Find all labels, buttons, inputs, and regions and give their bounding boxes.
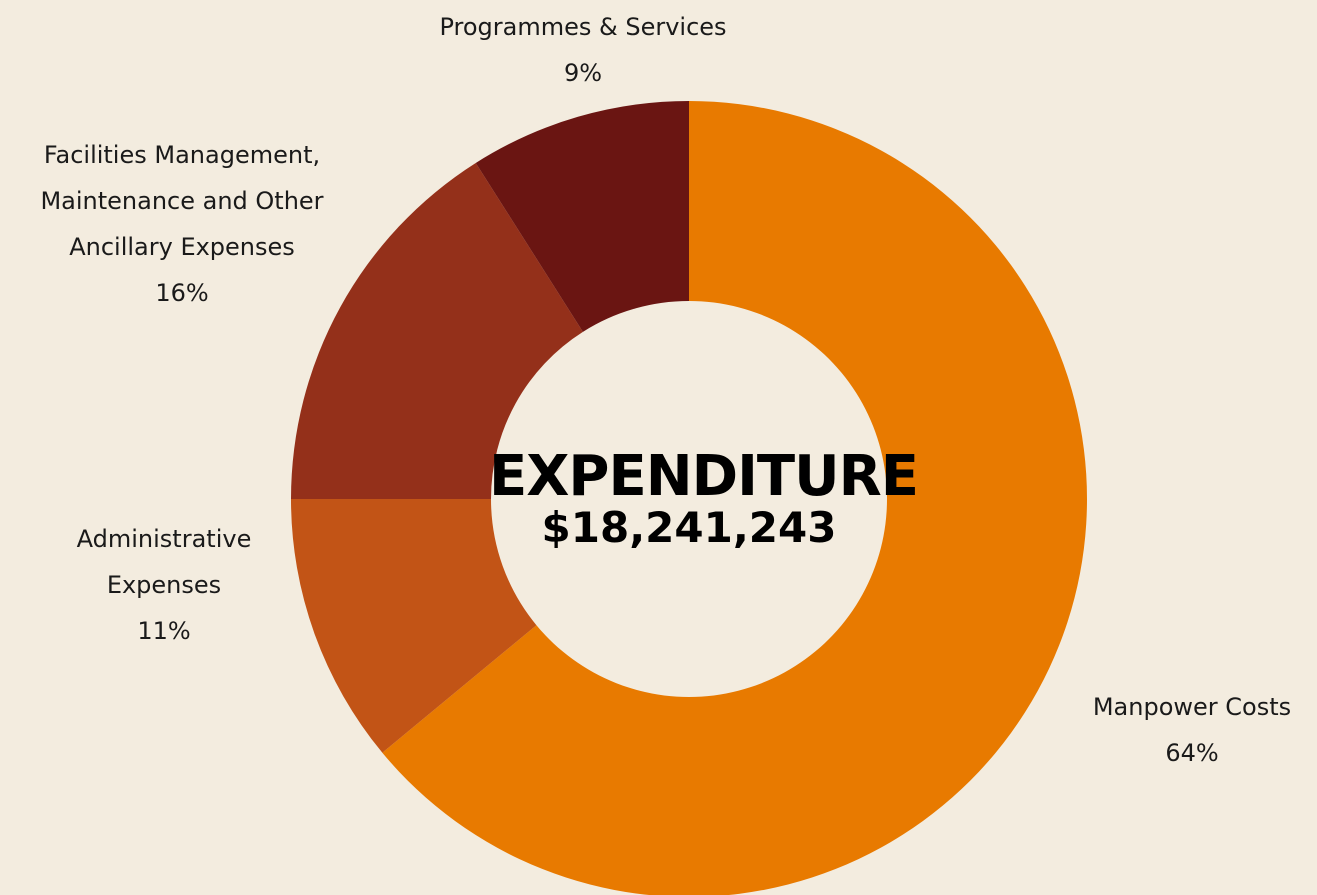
value-label: 16% [155, 279, 209, 307]
slice-label: Manpower Costs 64% [1062, 684, 1317, 776]
center-value: $18,241,243 [541, 503, 837, 552]
donut-slice [291, 499, 537, 753]
category-label: Facilities Management, Maintenance and O… [40, 141, 324, 261]
slice-label: Facilities Management, Maintenance and O… [0, 132, 367, 316]
donut-slice [382, 101, 1087, 895]
value-label: 64% [1165, 739, 1219, 767]
slice-label: Administrative Expenses 11% [44, 516, 284, 654]
slice-label: Programmes & Services 9% [373, 4, 793, 96]
value-label: 11% [137, 617, 191, 645]
value-label: 9% [563, 59, 603, 87]
center-title: EXPENDITURE [489, 444, 919, 509]
category-label: Manpower Costs [1092, 693, 1292, 721]
donut-slice [291, 162, 583, 499]
donut-slice [475, 101, 689, 332]
category-label: Programmes & Services [439, 13, 727, 41]
category-label: Administrative Expenses [76, 525, 252, 599]
